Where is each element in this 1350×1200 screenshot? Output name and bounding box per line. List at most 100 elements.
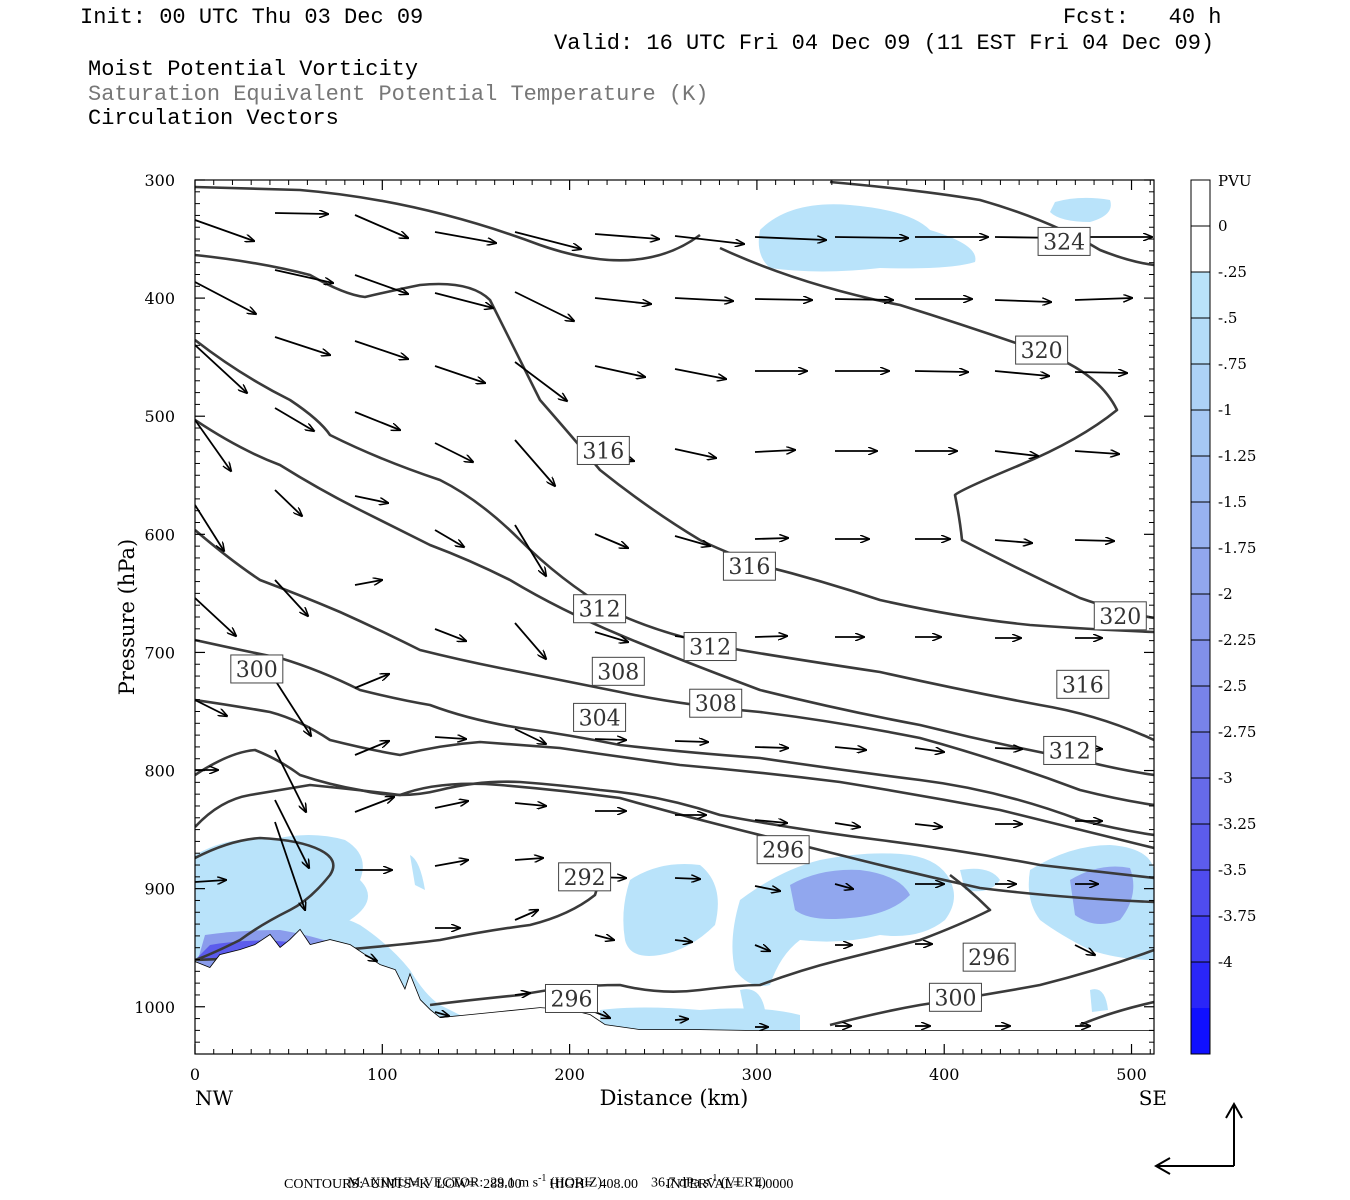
contour-label: 300 [934,986,976,1011]
theta-e-contours [195,180,1154,1027]
contour-label-box [1093,601,1147,631]
colorbar-label: -2.75 [1218,723,1256,741]
contour-label-box [1015,335,1069,365]
y-axis-title: Pressure (hPa) [115,539,139,695]
colorbar-label: -1.5 [1218,493,1247,511]
max-vert-exp: -1 [708,1173,718,1184]
contour-label: 316 [1062,673,1104,698]
x-tick-label: 200 [554,1065,585,1084]
max-horiz-unit: m s [518,1175,539,1191]
colorbar-swatch [1191,732,1210,779]
colorbar-label: -1.25 [1218,447,1256,465]
colorbar-label: -.5 [1218,309,1237,327]
contour-label: 308 [695,692,737,717]
contour-label: 308 [597,660,639,685]
colorbar-frame [1190,179,1211,1055]
colorbar-label: -2.25 [1218,631,1256,649]
colorbar-label: -3.25 [1218,815,1256,833]
x-tick-label: 300 [742,1065,773,1084]
colorbar-swatch [1191,226,1210,273]
colorbar-swatch [1191,916,1210,963]
contour-label-box [576,435,630,465]
x-tick-label: 0 [190,1065,200,1084]
max-vert-value: 36.7 [651,1175,676,1191]
field-title-vectors: Circulation Vectors [88,106,339,131]
colorbar-swatch [1191,824,1210,871]
contour-label-box [962,942,1016,972]
x-tick-label: 400 [929,1065,960,1084]
contour-label: 316 [582,439,624,464]
colorbar-label: -4 [1218,953,1233,971]
contour-label: 312 [579,598,621,623]
contour-label-box [544,983,598,1013]
colorbar-swatch [1191,870,1210,917]
max-horiz-kind: (HORIZ) [549,1175,603,1191]
contour-label-box [689,688,743,718]
field-title-theta: Saturation Equivalent Potential Temperat… [88,82,709,107]
x-axis: 0 100 200 300 400 500 [190,180,1151,1084]
contour-label-box [1056,669,1110,699]
colorbar-swatch [1191,1008,1210,1055]
contour-label-box [756,835,810,865]
right-endpoint-label: SE [1139,1086,1167,1110]
x-tick-label: 100 [367,1065,398,1084]
contour-label-box [928,982,982,1012]
colorbar-swatch [1191,318,1210,365]
mpv-shading [195,197,1154,1030]
colorbar-swatch [1191,364,1210,411]
x-axis-title: Distance (km) [600,1086,749,1110]
max-vert-unit: dPa s [679,1175,709,1191]
y-tick-label: 800 [144,762,175,781]
contour-label-box [558,862,612,892]
contour-label-box [1037,226,1091,256]
colorbar-swatch [1191,502,1210,549]
contour-label: 300 [236,658,278,683]
colorbar-label: -3.5 [1218,861,1247,879]
reference-vector [1153,1101,1243,1175]
field-title-mpv: Moist Potential Vorticity [88,57,419,82]
init-time: Init: 00 UTC Thu 03 Dec 09 [80,5,424,30]
colorbar-swatch [1191,548,1210,595]
y-tick-label: 400 [144,289,175,308]
colorbar-label: -3.75 [1218,907,1256,925]
colorbar-swatch [1191,778,1210,825]
contour-label: 292 [564,866,606,891]
valid-time: Valid: 16 UTC Fri 04 Dec 09 (11 EST Fri … [554,31,1215,56]
contour-label-box [722,551,776,581]
x-tick-label: 500 [1116,1065,1147,1084]
colorbar-swatch [1191,962,1210,1009]
contour-label: 296 [968,946,1010,971]
y-tick-label: 600 [144,525,175,544]
contour-label-box [573,702,627,732]
colorbar-swatch [1191,272,1210,319]
contour-label-box [591,656,645,686]
colorbar-label: -2 [1218,585,1233,603]
colorbar-swatch [1191,410,1210,457]
max-horiz-value: 29.1 [490,1175,515,1191]
y-tick-label: 1000 [134,998,175,1017]
contour-label: 296 [762,839,804,864]
contour-label: 320 [1021,339,1063,364]
colorbar-label: -1.75 [1218,539,1256,557]
colorbar-label: -.75 [1218,355,1247,373]
colorbar-swatch [1191,180,1210,227]
circulation-vectors [195,213,1152,1027]
colorbar-label: -3 [1218,769,1233,787]
colorbar-unit: PVU [1218,172,1252,190]
colorbar-swatch [1191,686,1210,733]
left-endpoint-label: NW [195,1086,234,1110]
contour-label: 316 [728,555,770,580]
colorbar-label: -2.5 [1218,677,1247,695]
colorbar-swatch [1191,456,1210,503]
contours-info: CONTOURS: UNITS=K LOW= 288.00 HIGH= 408.… [284,1177,794,1192]
contour-label-box [573,594,627,624]
max-horiz-exp: -1 [538,1173,547,1184]
max-vector-label: MAXIMUM VECTOR: [348,1175,484,1191]
y-tick-label: 300 [144,171,175,190]
colorbar-label: -1 [1218,401,1233,419]
y-axis: 300 400 500 600 700 800 900 1000 [134,171,1154,1055]
contour-label: 304 [579,706,621,731]
max-vert-kind: (VERT) [720,1175,766,1191]
contour-label: 312 [1049,739,1091,764]
